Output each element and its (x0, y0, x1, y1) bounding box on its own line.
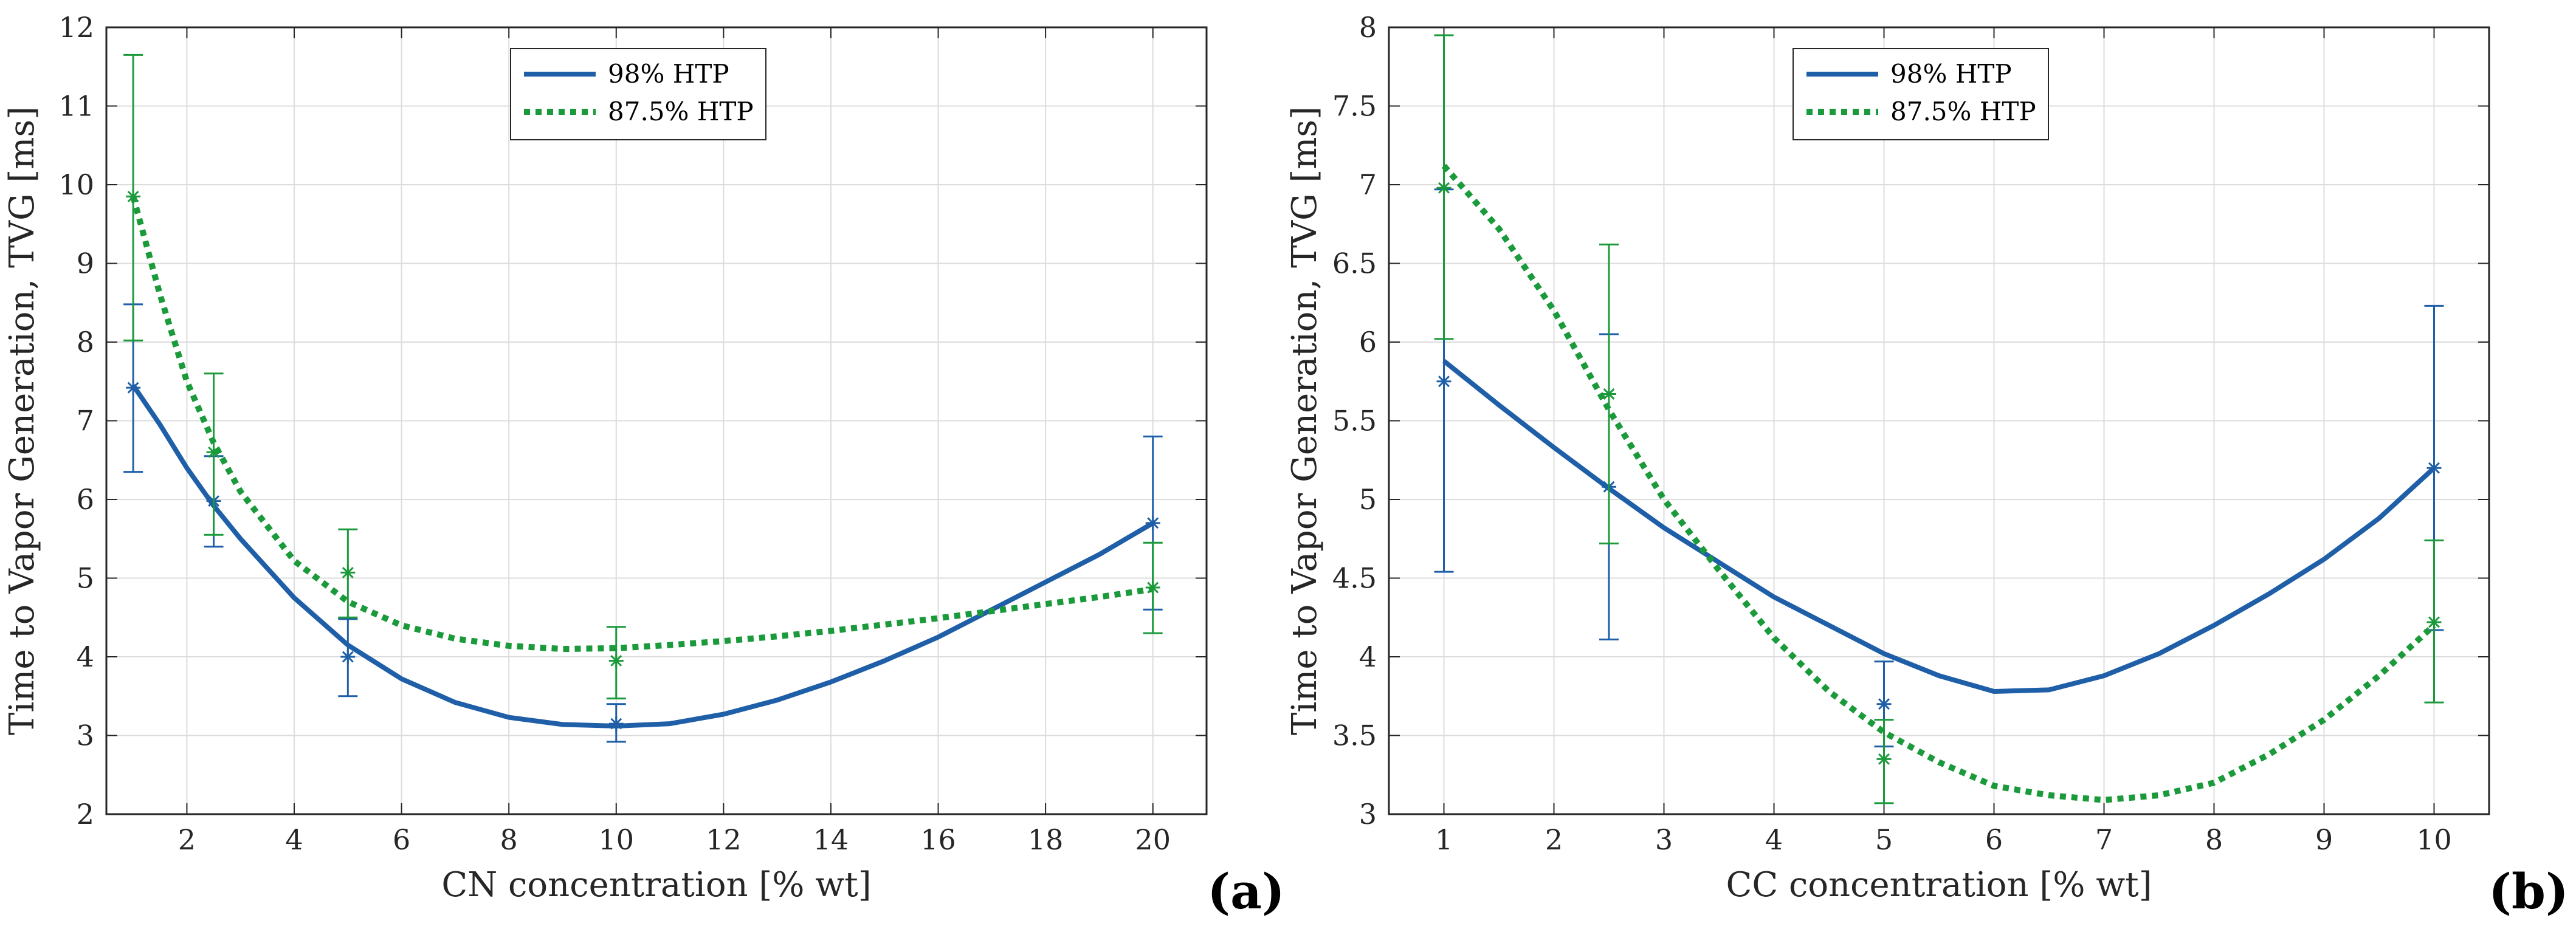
y-tick-label: 8 (1359, 11, 1377, 44)
legend-entry: 98% HTP (1890, 59, 2012, 89)
data-point-marker (1145, 580, 1160, 595)
axes-box (105, 26, 1208, 815)
marker-d2 (1878, 698, 1890, 710)
y-tick-label: 5.5 (1332, 405, 1377, 437)
legend-box (1793, 48, 2049, 140)
y-tick-label: 5 (1359, 483, 1377, 516)
data-point-marker (1876, 696, 1892, 711)
legend: 98% HTP 87.5% HTP (510, 48, 766, 140)
x-axis-label: CC concentration [% wt] (1726, 865, 2152, 905)
x-tick-label: 4 (1765, 823, 1783, 856)
data-point-marker (126, 189, 141, 204)
y-tick-label: 12 (58, 11, 94, 44)
y-tick-label: 3.5 (1332, 719, 1377, 752)
y-tick-label: 10 (58, 168, 94, 201)
fit-curve (130, 196, 1154, 653)
chart-b: 1 2 3 4 5 6 7 8 9 10 3 3.5 4 4.5 5 5.5 6 6.5 7 7.5 8 CC conce… (1285, 11, 2569, 920)
x-tick-label: 5 (1875, 823, 1893, 856)
marker-d2 (610, 655, 622, 667)
x-tick-label: 3 (1655, 823, 1673, 856)
x-tick-label: 7 (2095, 823, 2113, 856)
data-point-marker (1436, 374, 1452, 389)
legend-box (510, 48, 766, 140)
data-point-marker (1436, 180, 1452, 196)
x-tick-label: 4 (285, 823, 303, 856)
marker-d2 (1438, 182, 1450, 194)
data-point-marker (206, 445, 221, 460)
marker-d2 (1147, 581, 1159, 594)
marker-d2 (1603, 388, 1615, 400)
y-axis-label: Time to Vapor Generation, TVG [ms] (2, 106, 42, 735)
marker-d2 (1878, 753, 1890, 765)
data-point-marker (126, 380, 141, 396)
panel-label: (b) (2488, 863, 2569, 920)
panel-label: (a) (1207, 863, 1285, 920)
x-tick-label: 9 (2315, 823, 2333, 856)
x-tick-label: 10 (2416, 823, 2452, 856)
y-tick-label: 7 (77, 405, 94, 437)
marker-d2 (1438, 375, 1450, 388)
y-tick-label: 6.5 (1332, 247, 1377, 280)
x-axis-label: CN concentration [% wt] (441, 865, 871, 905)
x-tick-label: 6 (1985, 823, 2003, 856)
chart-a: 2 4 6 8 10 12 14 16 18 20 2 3 4 5 6 7 8 9 10 11 12 CN concent… (2, 11, 1285, 920)
x-tick-label: 2 (1545, 823, 1563, 856)
y-tick-label: 3 (77, 719, 94, 752)
data-point-marker (1876, 752, 1892, 767)
data-point-marker (2426, 615, 2442, 630)
x-tick-label: 16 (920, 823, 956, 856)
legend-entry: 87.5% HTP (608, 97, 754, 126)
marker-d2 (2428, 462, 2440, 474)
x-tick-label: 8 (500, 823, 518, 856)
legend: 98% HTP 87.5% HTP (1793, 48, 2049, 140)
x-tick-label: 10 (599, 823, 635, 856)
y-tick-label: 7.5 (1332, 90, 1377, 123)
y-tick-label: 4 (77, 640, 94, 673)
y-tick-label: 3 (1359, 798, 1377, 831)
series-htp875 (123, 53, 1163, 700)
fit-curve (1441, 163, 2436, 803)
y-tick-label: 4.5 (1332, 562, 1377, 595)
x-tick-label: 20 (1135, 823, 1171, 856)
y-tick-label: 9 (77, 247, 94, 280)
axes-box (1388, 26, 2490, 815)
y-tick-label: 2 (77, 798, 94, 831)
data-point-marker (608, 716, 624, 732)
series-htp875 (1434, 34, 2444, 804)
data-point-marker (1145, 515, 1160, 530)
marker-d2 (127, 190, 139, 202)
marker-d2 (342, 651, 354, 663)
y-tick-label: 7 (1359, 168, 1377, 201)
data-point-marker (2426, 461, 2442, 476)
x-tick-label: 6 (393, 823, 410, 856)
x-tick-label: 12 (706, 823, 742, 856)
legend-entry: 98% HTP (608, 59, 729, 89)
x-tick-label: 2 (178, 823, 196, 856)
legend-entry: 87.5% HTP (1890, 97, 2036, 126)
y-tick-label: 4 (1359, 640, 1377, 673)
fit-curve (131, 383, 1154, 728)
x-tick-label: 1 (1435, 823, 1453, 856)
data-point-marker (340, 650, 356, 664)
y-axis-label: Time to Vapor Generation, TVG [ms] (1285, 106, 1324, 735)
data-point-marker (608, 653, 624, 668)
y-tick-label: 6 (77, 483, 94, 516)
marker-d2 (342, 566, 354, 578)
y-tick-label: 11 (58, 90, 94, 123)
data-point-marker (1602, 386, 1616, 402)
marker-d2 (208, 446, 220, 458)
marker-d2 (610, 718, 622, 730)
y-tick-label: 5 (77, 562, 94, 595)
marker-d2 (1147, 517, 1159, 529)
marker-d2 (127, 382, 139, 394)
data-point-marker (340, 565, 356, 580)
y-tick-label: 8 (77, 326, 94, 358)
x-tick-label: 8 (2205, 823, 2223, 856)
marker-d2 (2428, 616, 2440, 628)
x-tick-label: 14 (813, 823, 849, 856)
y-tick-label: 6 (1359, 326, 1377, 358)
x-tick-label: 18 (1028, 823, 1064, 856)
